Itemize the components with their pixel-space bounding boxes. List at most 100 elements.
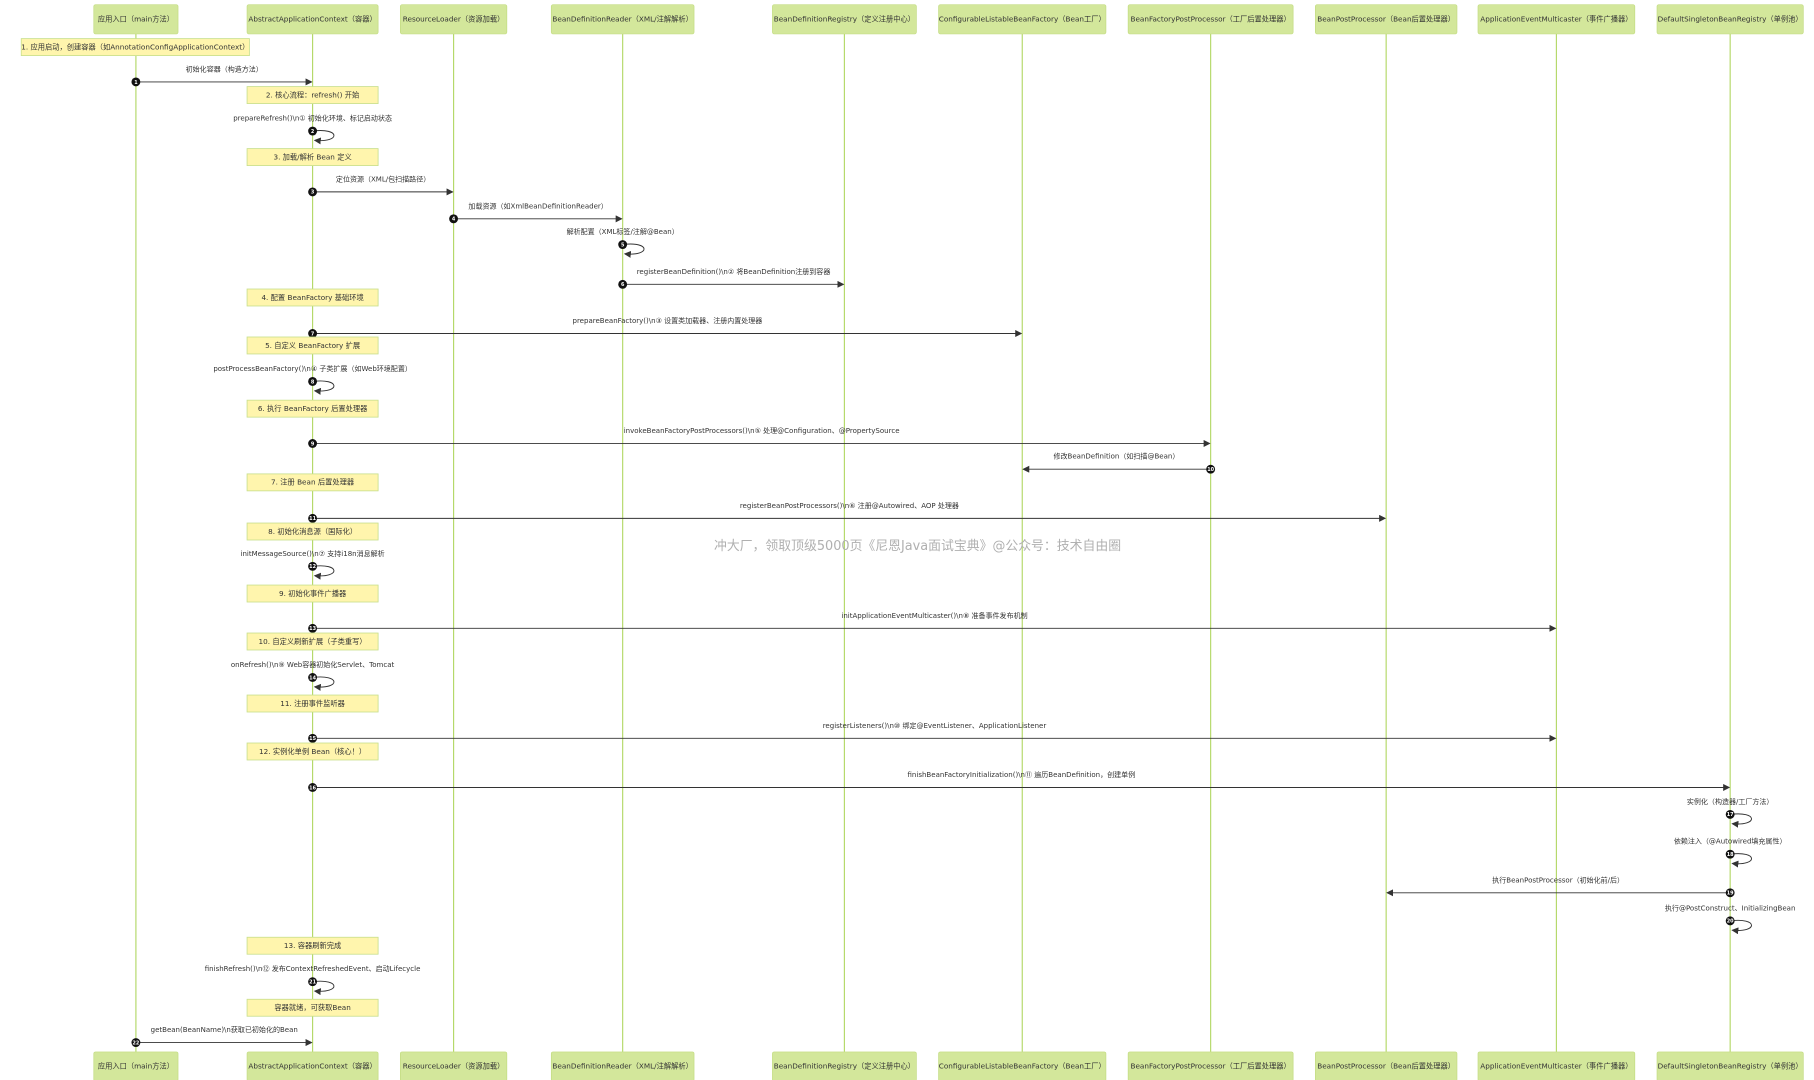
sequence-number: 20 bbox=[1727, 919, 1734, 925]
participant-bottom[interactable]: BeanPostProcessor（Bean后置处理器） bbox=[1315, 1051, 1458, 1080]
self-message-arrow bbox=[312, 565, 335, 580]
participant-bottom[interactable]: BeanFactoryPostProcessor（工厂后置处理器） bbox=[1127, 1051, 1294, 1080]
message-label: 修改BeanDefinition（如扫描@Bean） bbox=[1054, 452, 1180, 461]
participant-top[interactable]: BeanDefinitionReader（XML/注解解析） bbox=[550, 4, 695, 35]
participant-top[interactable]: BeanPostProcessor（Bean后置处理器） bbox=[1315, 4, 1458, 35]
sequence-number: 5 bbox=[621, 242, 625, 248]
participant-top[interactable]: BeanFactoryPostProcessor（工厂后置处理器） bbox=[1127, 4, 1294, 35]
sequence-number: 12 bbox=[309, 564, 316, 570]
message: invokeBeanFactoryPostProcessors()\n⑤ 处理@… bbox=[308, 426, 1211, 448]
note-box bbox=[246, 288, 379, 307]
note-box bbox=[20, 38, 250, 56]
message: 修改BeanDefinition（如扫描@Bean） 10 bbox=[1022, 452, 1216, 474]
message-label: 依赖注入（@Autowired填充属性） bbox=[1674, 837, 1787, 846]
participant-label: BeanDefinitionReader（XML/注解解析） bbox=[552, 14, 692, 23]
message: onRefresh()\n⑨ Web容器初始化Servlet、Tomcat 14 bbox=[231, 660, 395, 691]
participant-label: BeanFactoryPostProcessor（工厂后置处理器） bbox=[1130, 1062, 1290, 1071]
message: registerListeners()\n⑩ 绑定@EventListener、… bbox=[308, 721, 1557, 743]
participant-bottom[interactable]: ConfigurableListableBeanFactory（Bean工厂） bbox=[938, 1051, 1107, 1080]
sequence-number-badge bbox=[131, 77, 141, 87]
participant-label: 应用入口（main方法） bbox=[98, 14, 174, 23]
participant-bottom[interactable]: 应用入口（main方法） bbox=[93, 1051, 179, 1080]
sequence-number: 13 bbox=[309, 626, 316, 632]
events: 1. 应用启动，创建容器（如AnnotationConfigApplicatio… bbox=[20, 38, 1796, 1048]
participant-bottom[interactable]: DefaultSingletonBeanRegistry（单例池） bbox=[1656, 1051, 1804, 1080]
message-label: invokeBeanFactoryPostProcessors()\n⑤ 处理@… bbox=[624, 426, 900, 435]
participant-label: BeanDefinitionRegistry（定义注册中心） bbox=[774, 1062, 915, 1071]
participant-bottom[interactable]: BeanDefinitionRegistry（定义注册中心） bbox=[772, 1051, 917, 1080]
participant-label: BeanDefinitionReader（XML/注解解析） bbox=[552, 1062, 692, 1071]
sequence-number: 8 bbox=[311, 379, 315, 385]
self-message-arrow bbox=[1730, 813, 1752, 828]
sequence-number: 2 bbox=[311, 129, 314, 135]
note-text: 9. 初始化事件广播器 bbox=[279, 589, 347, 598]
self-message-arrow bbox=[312, 380, 335, 395]
sequence-number-badge bbox=[131, 1038, 141, 1048]
self-message-arrow bbox=[312, 676, 335, 691]
participant-top[interactable]: AbstractApplicationContext（容器） bbox=[246, 4, 379, 35]
participant-label: AbstractApplicationContext（容器） bbox=[248, 1062, 376, 1071]
sequence-number-badge bbox=[449, 214, 459, 224]
sequence-number-badge bbox=[1725, 916, 1735, 926]
note-box bbox=[246, 336, 379, 355]
participant-box bbox=[1127, 4, 1294, 35]
participant-top[interactable]: DefaultSingletonBeanRegistry（单例池） bbox=[1656, 4, 1804, 35]
note-box bbox=[246, 584, 379, 603]
message: 实例化（构造器/工厂方法） 17 bbox=[1687, 797, 1773, 828]
sequence-number: 7 bbox=[311, 331, 315, 337]
participant-label: ConfigurableListableBeanFactory（Bean工厂） bbox=[939, 14, 1106, 23]
participant-bottom[interactable]: BeanDefinitionReader（XML/注解解析） bbox=[550, 1051, 695, 1080]
sequence-number: 3 bbox=[311, 190, 315, 196]
participant-box bbox=[1477, 4, 1636, 35]
note-box bbox=[246, 473, 379, 492]
participant-bottom[interactable]: ResourceLoader（资源加载） bbox=[399, 1051, 508, 1080]
participant-top[interactable]: ApplicationEventMulticaster（事件广播器） bbox=[1477, 4, 1636, 35]
participant-box bbox=[550, 4, 695, 35]
message: registerBeanPostProcessors()\n⑥ 注册@Autow… bbox=[308, 501, 1387, 523]
sequence-number-badge bbox=[308, 377, 318, 386]
participant-label: ApplicationEventMulticaster（事件广播器） bbox=[1480, 14, 1632, 23]
message-label: prepareBeanFactory()\n③ 设置类加载器、注册内置处理器 bbox=[573, 316, 763, 325]
sequence-number: 16 bbox=[309, 785, 316, 791]
participant-bottom[interactable]: ApplicationEventMulticaster（事件广播器） bbox=[1477, 1051, 1636, 1080]
sequence-number-badge bbox=[308, 439, 318, 448]
note-box bbox=[246, 998, 379, 1017]
message-label: 执行@PostConstruct、InitializingBean bbox=[1665, 903, 1796, 912]
note-box bbox=[246, 399, 379, 418]
participant-box bbox=[246, 4, 379, 35]
participant-label: ConfigurableListableBeanFactory（Bean工厂） bbox=[939, 1062, 1106, 1071]
participant-top[interactable]: ResourceLoader（资源加载） bbox=[399, 4, 508, 35]
message-label: prepareRefresh()\n① 初始化环境、标记启动状态 bbox=[233, 114, 392, 123]
participant-top[interactable]: BeanDefinitionRegistry（定义注册中心） bbox=[772, 4, 917, 35]
participant-top[interactable]: ConfigurableListableBeanFactory（Bean工厂） bbox=[938, 4, 1107, 35]
message-label: finishRefresh()\n⑫ 发布ContextRefreshedEve… bbox=[205, 964, 421, 973]
participant-box bbox=[938, 4, 1107, 35]
note: 11. 注册事件监听器 bbox=[246, 694, 379, 713]
participant-box bbox=[772, 1051, 917, 1080]
note: 1. 应用启动，创建容器（如AnnotationConfigApplicatio… bbox=[20, 38, 250, 56]
message-label: postProcessBeanFactory()\n④ 子类扩展（如Web环境配… bbox=[213, 364, 412, 373]
participant-bottom[interactable]: AbstractApplicationContext（容器） bbox=[246, 1051, 379, 1080]
message: 解析配置（XML标签/注解@Bean） 5 bbox=[567, 227, 679, 258]
self-message-arrow bbox=[312, 130, 335, 145]
sequence-number: 22 bbox=[132, 1040, 139, 1046]
message-label: registerListeners()\n⑩ 绑定@EventListener、… bbox=[823, 721, 1047, 730]
note: 3. 加载/解析 Bean 定义 bbox=[246, 148, 379, 166]
message-label: 解析配置（XML标签/注解@Bean） bbox=[567, 227, 679, 236]
participant-top[interactable]: 应用入口（main方法） bbox=[93, 4, 179, 35]
message-label: initApplicationEventMulticaster()\n⑧ 准备事… bbox=[841, 611, 1027, 620]
note-box bbox=[246, 742, 379, 761]
note-text: 5. 自定义 BeanFactory 扩展 bbox=[265, 341, 360, 350]
participant-label: ResourceLoader（资源加载） bbox=[403, 1062, 505, 1071]
message-label: registerBeanPostProcessors()\n⑥ 注册@Autow… bbox=[740, 501, 959, 510]
note: 2. 核心流程：refresh() 开始 bbox=[246, 86, 379, 104]
note-text: 容器就绪，可获取Bean bbox=[274, 1003, 350, 1012]
note-text: 10. 自定义刷新扩展（子类重写） bbox=[259, 637, 367, 646]
sequence-number: 4 bbox=[452, 217, 456, 223]
participant-label: BeanPostProcessor（Bean后置处理器） bbox=[1317, 1062, 1455, 1071]
note: 7. 注册 Bean 后置处理器 bbox=[246, 473, 379, 492]
participant-box bbox=[938, 1051, 1107, 1080]
message: 执行@PostConstruct、InitializingBean 20 bbox=[1665, 903, 1796, 935]
message: registerBeanDefinition()\n② 将BeanDefinit… bbox=[618, 267, 845, 289]
